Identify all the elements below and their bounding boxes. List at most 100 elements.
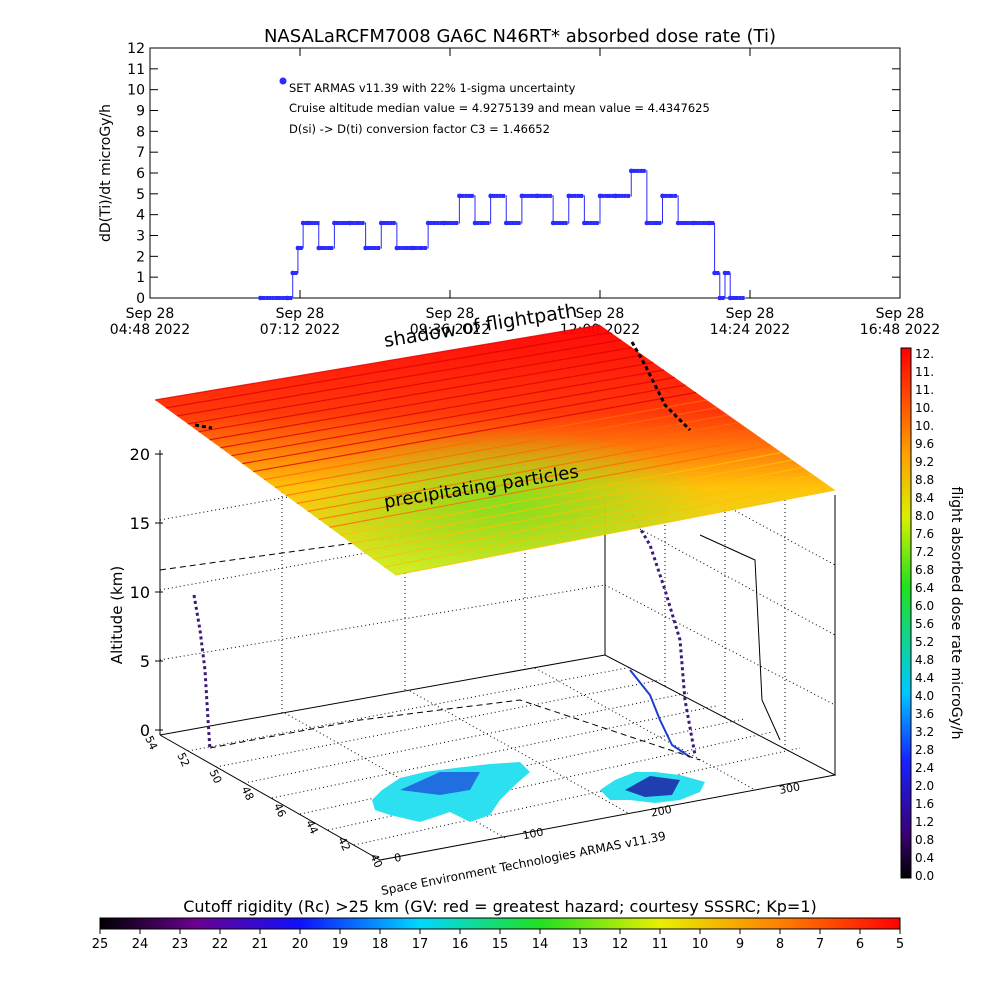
legend-line-3: D(si) -> D(ti) conversion factor C3 = 1.…	[289, 122, 550, 136]
data-point	[448, 221, 452, 225]
lon-tick-label: 100	[521, 826, 544, 843]
data-point	[557, 221, 562, 225]
data-point	[488, 193, 493, 199]
data-point	[492, 193, 496, 198]
lat-tick-label: 54	[142, 734, 160, 752]
data-point	[507, 221, 512, 225]
data-point	[299, 246, 303, 250]
data-point	[642, 168, 646, 173]
data-point	[498, 193, 502, 198]
data-point	[439, 221, 443, 225]
colorbar-label: flight absorbed dose rate microGy/h	[948, 487, 964, 740]
data-point	[710, 221, 715, 225]
wall-gridline	[604, 584, 836, 706]
particle-sheet-lines	[154, 324, 836, 576]
x-tick-label-time: 07:12 2022	[260, 322, 340, 338]
x-tick-label-date: Sep 28	[126, 306, 175, 322]
colorbar-tick-label: 5.2	[915, 635, 934, 649]
data-point	[579, 193, 584, 198]
colorbar-tick-label: 0.8	[915, 833, 934, 847]
data-point	[323, 246, 327, 250]
colorbar-tick-label: 11.	[915, 383, 934, 397]
data-point	[274, 296, 279, 300]
data-point	[464, 193, 468, 198]
y-tick-label: 0	[136, 291, 145, 307]
data-point	[545, 193, 549, 198]
data-point	[639, 168, 643, 173]
series-line	[260, 170, 746, 299]
data-point	[570, 193, 574, 198]
data-point	[535, 193, 540, 199]
data-point	[457, 193, 462, 199]
data-point	[613, 193, 618, 199]
cutoff-rigidity-map	[372, 762, 705, 822]
particle-sheet-center	[155, 325, 835, 575]
y-tick-label: 5	[136, 187, 145, 203]
lat-tick-label: 46	[271, 801, 289, 819]
data-point	[265, 296, 269, 300]
data-point	[597, 193, 603, 199]
altitude-3d-panel: shadow of flightpath precipitating parti…	[108, 300, 837, 898]
rigidity-tick-label: 16	[452, 937, 469, 952]
data-point	[479, 221, 483, 225]
data-point	[550, 220, 556, 226]
data-point	[501, 193, 506, 198]
data-point	[345, 221, 349, 225]
sheet-stripe	[394, 489, 836, 576]
data-point	[495, 193, 499, 198]
data-point	[617, 193, 621, 198]
data-point	[358, 221, 362, 225]
rigidity-tick-label: 14	[532, 937, 549, 952]
data-point	[316, 221, 320, 225]
lon-tick-label: 0	[393, 851, 402, 865]
data-point	[386, 221, 390, 225]
colorbar-tick-label: 9.6	[915, 437, 934, 451]
data-point	[417, 246, 421, 250]
sheet-stripe	[253, 391, 697, 473]
rigidity-tick-label: 12	[612, 937, 629, 952]
data-point	[664, 193, 668, 198]
floor-outline	[159, 654, 837, 861]
data-point	[738, 296, 742, 300]
sheet-stripe	[220, 369, 665, 449]
data-point	[300, 220, 306, 226]
data-point	[329, 246, 334, 250]
sheet-stripe	[209, 361, 654, 441]
latitude-axis: 54 52 50 48 46 44 42 40	[142, 734, 385, 870]
lon-tick-label: 300	[778, 780, 801, 797]
rigidity-tick-label: 15	[492, 937, 509, 952]
data-point	[367, 246, 371, 250]
data-point	[564, 221, 568, 225]
data-point	[554, 221, 558, 225]
colorbar-tick-label: 8.8	[915, 473, 934, 487]
data-point	[441, 220, 447, 226]
colorbar-tick-label: 6.4	[915, 581, 934, 595]
data-point	[335, 221, 340, 225]
longitude-axis: 0 100 200 300	[393, 780, 801, 865]
data-point	[339, 221, 343, 225]
lat-tick-label: 44	[303, 818, 321, 836]
legend-line-1: SET ARMAS v11.39 with 22% 1-sigma uncert…	[289, 81, 576, 95]
data-point	[519, 193, 525, 199]
data-point	[654, 221, 659, 225]
data-point	[378, 220, 384, 226]
sheet-stripe	[383, 481, 825, 568]
data-point	[608, 193, 612, 198]
x-tick-label-date: Sep 28	[426, 306, 475, 322]
x-tick-label-date: Sep 28	[276, 306, 325, 322]
data-point	[686, 221, 690, 225]
sheet-stripe	[362, 466, 804, 552]
y-tick-label: 9	[136, 104, 145, 120]
colorbar-tick-label: 3.2	[915, 725, 934, 739]
data-point	[258, 295, 263, 301]
rigidity-gradient	[99, 917, 901, 930]
lat-tick-label: 40	[367, 852, 385, 870]
data-point	[731, 296, 736, 300]
data-point	[735, 296, 739, 300]
floor-grid	[159, 654, 837, 861]
rigidity-tick-label: 9	[736, 937, 744, 952]
y-tick-label: 7	[136, 145, 145, 161]
y-tick-label: 4	[136, 208, 145, 224]
